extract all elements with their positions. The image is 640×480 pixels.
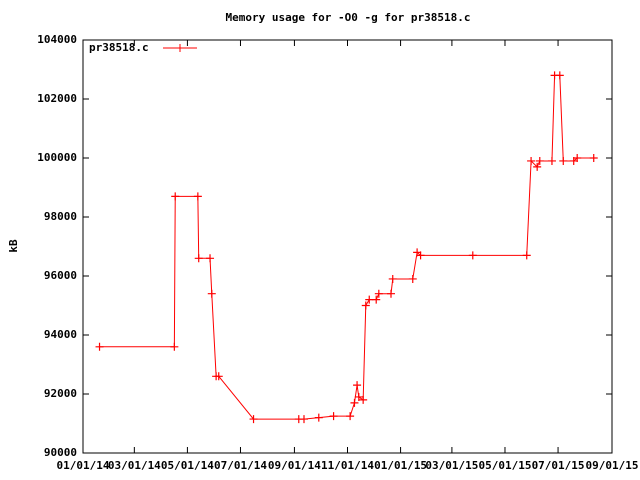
x-tick-label: 07/01/15 <box>532 459 585 472</box>
point-marker <box>207 289 216 298</box>
legend-marker <box>176 44 184 52</box>
series-line <box>99 74 594 420</box>
point-marker <box>416 251 425 260</box>
point-marker <box>214 372 223 381</box>
y-tick-label: 98000 <box>44 210 77 223</box>
point-marker <box>361 301 370 310</box>
x-tick-label: 03/01/15 <box>425 459 478 472</box>
point-marker <box>527 156 536 165</box>
point-marker <box>346 412 355 421</box>
point-marker <box>533 162 542 171</box>
point-marker <box>95 342 104 351</box>
x-tick-label: 09/01/15 <box>586 459 639 472</box>
y-tick-label: 94000 <box>44 328 77 341</box>
plot-frame <box>82 39 613 454</box>
point-marker <box>314 413 323 422</box>
point-marker <box>170 342 179 351</box>
y-tick-label: 90000 <box>44 446 77 459</box>
point-marker <box>555 71 564 80</box>
y-tick-label: 102000 <box>37 92 77 105</box>
point-marker <box>468 251 477 260</box>
x-tick-label: 01/01/15 <box>374 459 427 472</box>
point-marker <box>350 398 359 407</box>
y-tick-label: 96000 <box>44 269 77 282</box>
x-tick-label: 05/01/15 <box>478 459 531 472</box>
point-marker <box>354 392 363 401</box>
point-marker <box>573 154 582 162</box>
point-marker <box>535 156 544 165</box>
point-marker <box>372 295 381 304</box>
x-tick-label: 09/01/14 <box>268 459 321 472</box>
x-tick-label: 07/01/14 <box>214 459 267 472</box>
y-axis-label: kB <box>7 239 20 253</box>
point-marker <box>171 192 180 201</box>
chart-title: Memory usage for -O0 -g for pr38518.c <box>225 11 470 24</box>
point-marker <box>329 412 338 421</box>
y-tick-label: 100000 <box>37 151 77 164</box>
point-marker <box>299 415 308 424</box>
y-tick-label: 92000 <box>44 387 77 400</box>
point-marker <box>206 254 215 263</box>
point-marker <box>559 156 568 165</box>
y-tick-label: 104000 <box>37 33 77 46</box>
legend-label: pr38518.c <box>89 41 149 54</box>
point-marker <box>387 289 396 298</box>
x-tick-label: 01/01/14 <box>57 459 110 472</box>
point-marker <box>194 254 203 263</box>
point-marker <box>522 251 531 260</box>
point-marker <box>408 274 417 283</box>
point-marker <box>353 381 362 390</box>
point-marker <box>249 415 258 424</box>
point-marker <box>589 154 598 162</box>
x-tick-label: 03/01/14 <box>108 459 161 472</box>
point-marker <box>359 395 368 404</box>
point-marker <box>365 295 374 304</box>
point-marker <box>193 192 202 201</box>
point-marker <box>374 289 383 298</box>
point-marker <box>547 156 556 165</box>
x-tick-label: 11/01/14 <box>321 459 374 472</box>
point-marker <box>388 274 397 283</box>
x-tick-label: 05/01/14 <box>161 459 214 472</box>
